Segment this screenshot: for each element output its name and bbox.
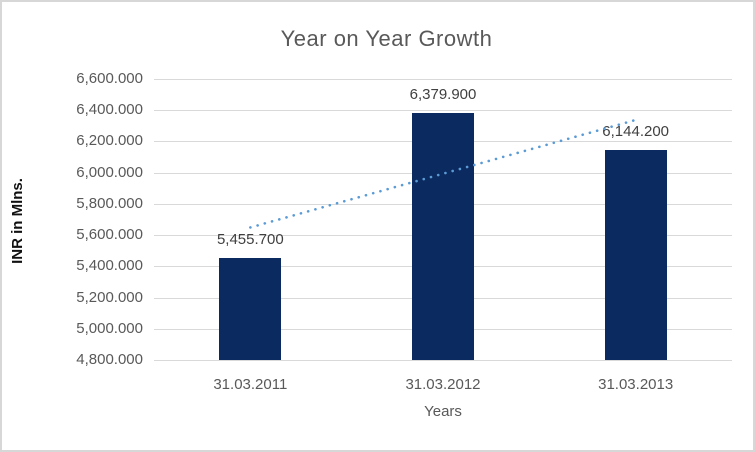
bar [604,150,667,360]
x-tick-label: 31.03.2013 [598,376,674,393]
y-tick-label: 4,800.000 [76,351,143,368]
bar-value-label: 6,379.900 [409,86,477,104]
y-tick-label: 5,400.000 [76,257,143,275]
y-tick-label: 6,600.000 [76,70,143,87]
y-tick-label: 6,400.000 [76,101,143,119]
x-axis-title: Years [424,403,462,420]
gridline [154,360,732,361]
bar [219,257,282,360]
bar-value-label: 5,455.700 [216,230,284,248]
chart-title: Year on Year Growth [280,26,493,51]
y-tick-label: 6,200.000 [76,132,143,150]
gridline [154,110,732,112]
x-tick-label: 31.03.2011 [213,376,288,393]
bar-value-label: 6,144.200 [602,123,670,141]
y-tick-label: 5,600.000 [76,226,143,244]
y-tick-label: 5,200.000 [76,288,143,306]
y-tick-label: 6,000.000 [76,163,143,181]
y-tick-label: 5,000.000 [76,319,143,337]
y-tick-label: 5,800.000 [76,194,143,212]
x-tick-label: 31.03.2012 [405,376,481,393]
bar [412,113,474,360]
gridline [154,79,732,80]
